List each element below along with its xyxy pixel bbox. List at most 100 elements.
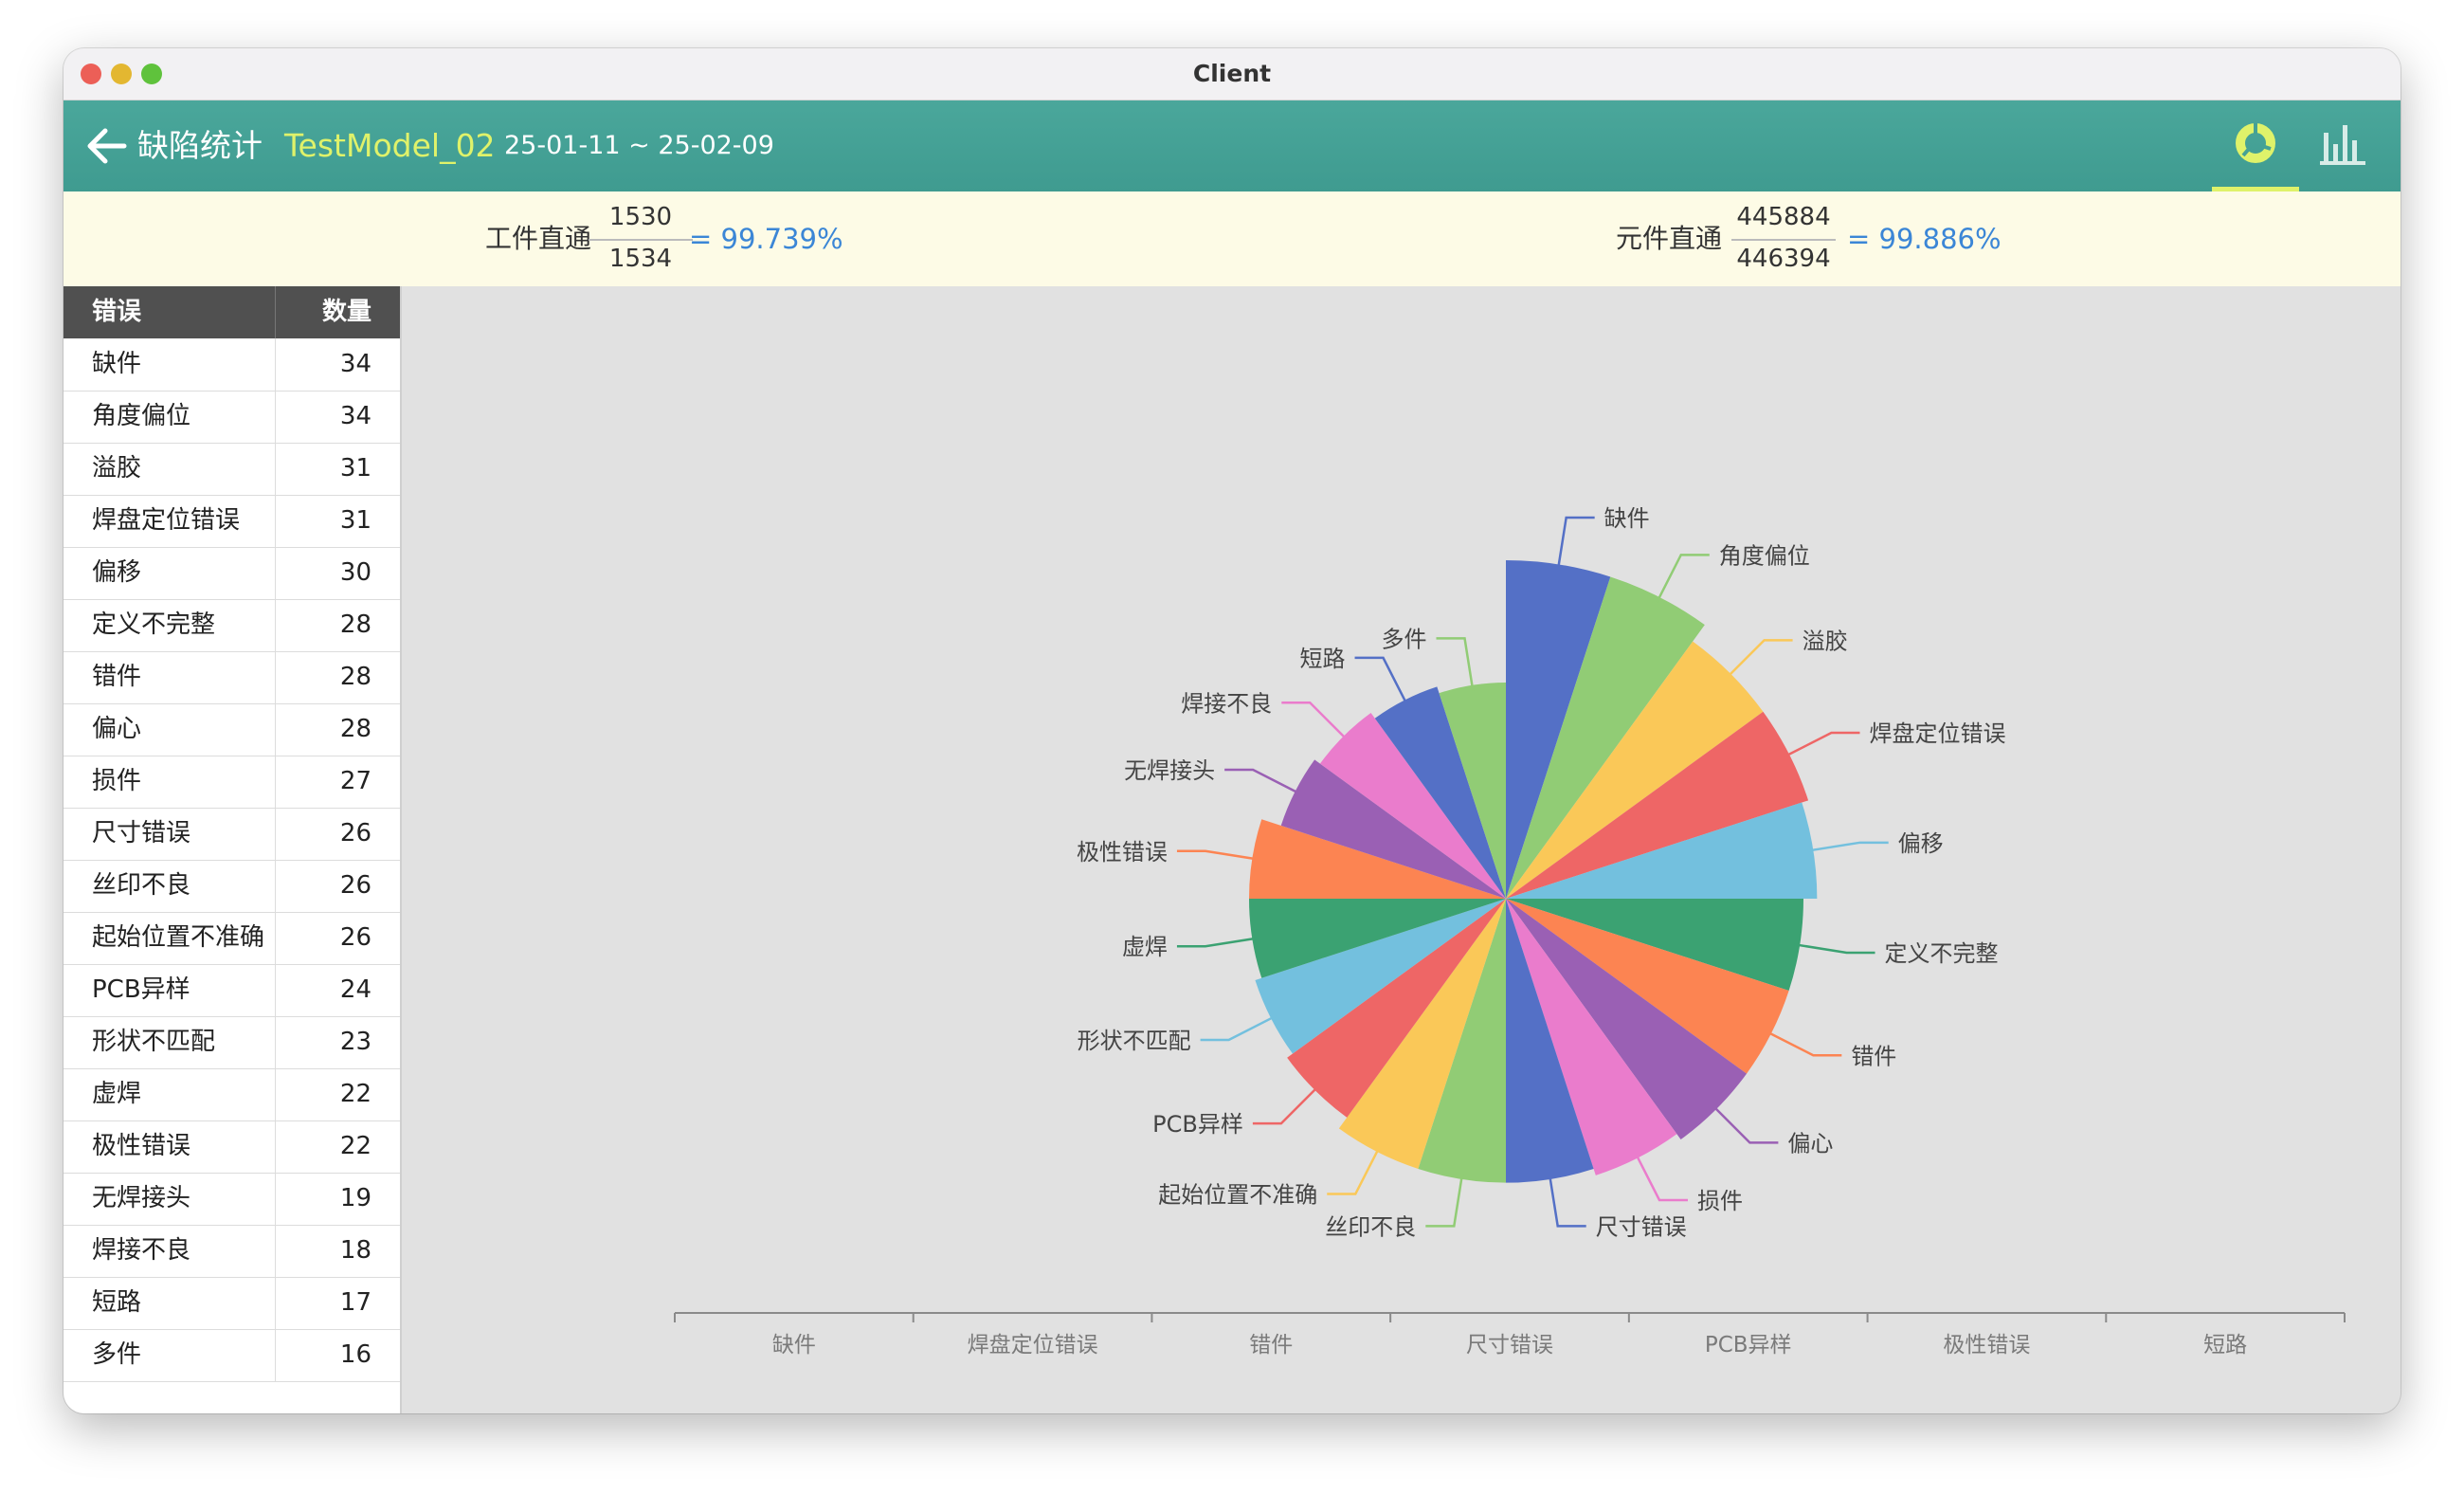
table-row[interactable]: 角度偏位 34: [63, 391, 400, 444]
sector-label: 错件: [1851, 1043, 1896, 1069]
rose-sector[interactable]: [1506, 641, 1764, 899]
table-row[interactable]: 形状不匹配 23: [63, 1016, 400, 1069]
defect-count: 34: [339, 402, 371, 430]
rose-sector[interactable]: [1506, 560, 1611, 899]
tab-bar-chart[interactable]: [2299, 100, 2386, 191]
sector-label: 无焊接头: [1124, 757, 1215, 784]
table-row[interactable]: 定义不完整 28: [63, 599, 400, 652]
defect-name: 定义不完整: [92, 610, 216, 639]
column-divider: [275, 495, 276, 547]
table-row[interactable]: 短路 17: [63, 1277, 400, 1330]
label-leader-line: [1224, 768, 1301, 795]
column-divider: [275, 651, 276, 703]
rose-sector[interactable]: [1506, 802, 1818, 899]
table-row[interactable]: 偏移 30: [63, 547, 400, 600]
rose-sector[interactable]: [1249, 899, 1506, 978]
table-row[interactable]: 焊接不良 18: [63, 1225, 400, 1278]
rose-sector[interactable]: [1506, 576, 1705, 899]
defect-count: 18: [339, 1236, 371, 1265]
label-leader-line: [1807, 841, 1889, 852]
column-divider: [275, 599, 276, 651]
label-leader-line: [1281, 701, 1349, 741]
minimize-window-button[interactable]: [111, 64, 132, 84]
table-row[interactable]: 溢胶 31: [63, 443, 400, 496]
label-leader-line: [1656, 554, 1710, 603]
rose-sector[interactable]: [1506, 899, 1594, 1183]
sector-label: 偏移: [1898, 830, 1944, 857]
rose-sector[interactable]: [1255, 899, 1506, 1054]
date-range: 25-01-11 ~ 25-02-09: [504, 131, 774, 160]
table-row[interactable]: 虚焊 22: [63, 1068, 400, 1121]
rose-sector[interactable]: [1319, 712, 1506, 899]
rose-sector[interactable]: [1374, 686, 1506, 899]
defect-name: 焊盘定位错误: [92, 506, 241, 535]
defect-name: 偏移: [92, 558, 142, 587]
rose-sector[interactable]: [1280, 759, 1506, 899]
close-window-button[interactable]: [81, 64, 101, 84]
x-axis-tick-label: 焊盘定位错误: [968, 1333, 1098, 1357]
defect-count: 31: [339, 454, 371, 483]
defect-count: 31: [339, 506, 371, 535]
table-row[interactable]: 尺寸错误 26: [63, 808, 400, 861]
label-leader-line: [1726, 639, 1793, 679]
table-row[interactable]: 无焊接头 19: [63, 1173, 400, 1226]
defect-count: 16: [339, 1340, 371, 1369]
table-row[interactable]: 偏心 28: [63, 703, 400, 756]
table-row[interactable]: 错件 28: [63, 651, 400, 704]
rose-sector[interactable]: [1506, 899, 1677, 1175]
rose-sector[interactable]: [1439, 683, 1506, 899]
sector-label: 虚焊: [1122, 934, 1168, 960]
table-row[interactable]: 缺件 34: [63, 338, 400, 392]
defect-name: 形状不匹配: [92, 1028, 216, 1056]
column-divider: [275, 1277, 276, 1329]
rose-sector[interactable]: [1287, 899, 1506, 1118]
rose-sector[interactable]: [1338, 899, 1506, 1169]
defect-count: 26: [339, 819, 371, 847]
defect-name: 缺件: [92, 350, 142, 378]
defect-name: 虚焊: [92, 1080, 142, 1108]
label-leader-line: [1556, 516, 1595, 571]
tab-pie-chart[interactable]: [2212, 100, 2299, 191]
arrow-left-icon: [87, 128, 127, 164]
table-row[interactable]: 焊盘定位错误 31: [63, 495, 400, 548]
rose-sector[interactable]: [1249, 819, 1506, 899]
column-divider: [275, 391, 276, 443]
label-leader-line: [1327, 1146, 1381, 1195]
label-leader-line: [1425, 1173, 1464, 1228]
table-row[interactable]: 多件 16: [63, 1329, 400, 1382]
defect-count: 28: [339, 610, 371, 639]
tab-selected-indicator: [2212, 187, 2299, 191]
defect-count: 28: [339, 715, 371, 743]
column-divider: [275, 1068, 276, 1120]
app-window: Client 缺陷统计 TestModel_02 25-01-11 ~ 25-0…: [63, 48, 2401, 1413]
label-leader-line: [1252, 1084, 1320, 1125]
defect-count: 28: [339, 663, 371, 691]
back-button[interactable]: [84, 123, 130, 169]
model-name: TestModel_02: [284, 127, 496, 164]
sector-label: 极性错误: [1077, 839, 1168, 865]
table-row[interactable]: 极性错误 22: [63, 1120, 400, 1174]
table-row[interactable]: 损件 27: [63, 756, 400, 809]
rose-sector[interactable]: [1506, 711, 1809, 899]
table-row[interactable]: 起始位置不准确 26: [63, 912, 400, 965]
sector-label: 定义不完整: [1885, 940, 1999, 967]
rose-sector[interactable]: [1418, 899, 1506, 1183]
rose-sector[interactable]: [1506, 899, 1789, 1074]
maximize-window-button[interactable]: [141, 64, 162, 84]
table-row[interactable]: 丝印不良 26: [63, 860, 400, 913]
defect-name: PCB异样: [92, 975, 190, 1004]
x-axis-tick-label: 缺件: [772, 1333, 816, 1357]
rose-chart[interactable]: 缺件角度偏位溢胶焊盘定位错误偏移定义不完整错件偏心损件尺寸错误丝印不良起始位置不…: [402, 286, 2401, 1413]
rose-sector[interactable]: [1506, 899, 1748, 1140]
sector-label: 缺件: [1604, 505, 1650, 532]
rose-sector[interactable]: [1506, 899, 1803, 992]
defect-name: 焊接不良: [92, 1236, 191, 1265]
title-bar: Client: [63, 48, 2401, 100]
column-divider: [275, 1120, 276, 1173]
column-divider: [275, 1225, 276, 1277]
defect-count: 22: [339, 1132, 371, 1160]
chart-area: 缺件 角度偏位 溢胶 焊盘定位错误 偏移 定义不完整 错件 偏心 损件 尺寸错误 丝印不良 起始位置不…: [402, 286, 2401, 1413]
defect-count: 26: [339, 923, 371, 952]
table-row[interactable]: PCB异样 24: [63, 964, 400, 1017]
workpiece-yield-result: = 99.739%: [689, 223, 843, 255]
